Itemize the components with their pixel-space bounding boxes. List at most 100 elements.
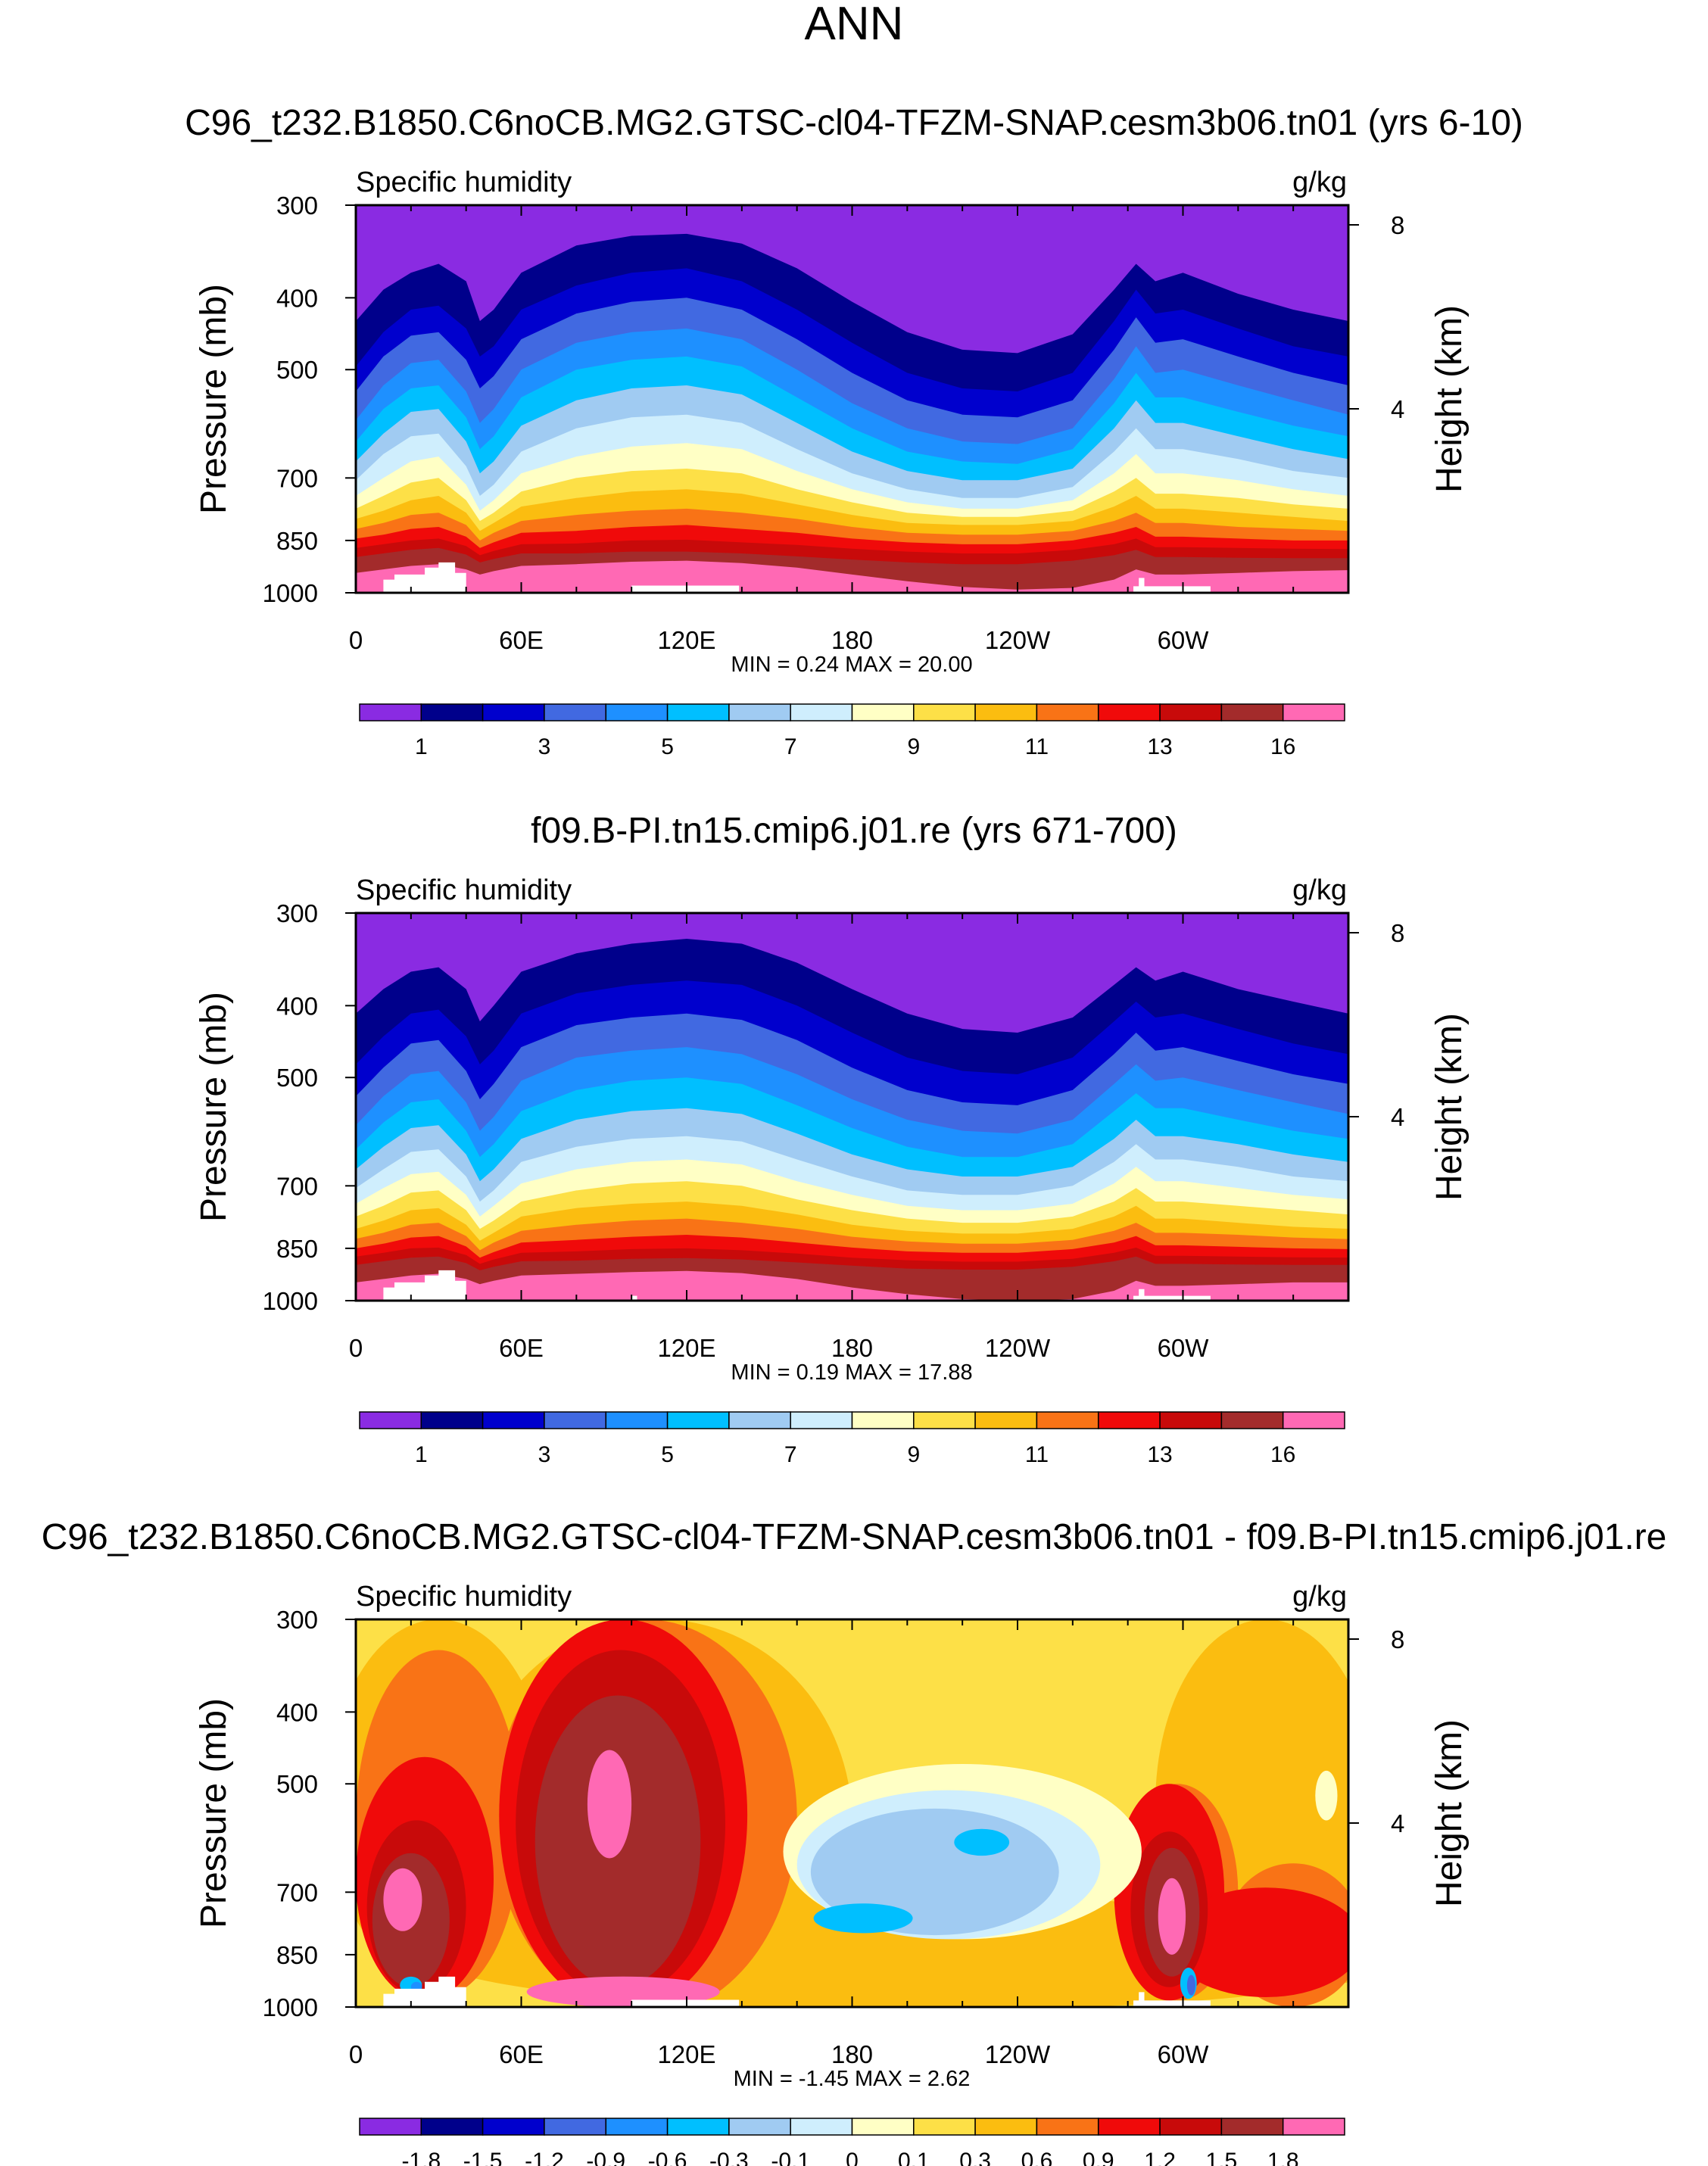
colorbar-label: 0 — [846, 2149, 859, 2166]
colorbar: 1 3 5 7 9 11 13 16 — [359, 1411, 1345, 1467]
x-tick-label: 60W — [1158, 1334, 1210, 1362]
height-tick-label: 4 — [1391, 395, 1404, 423]
colorbar-label: 3 — [538, 1442, 551, 1467]
panel-title: C96_t232.B1850.C6noCB.MG2.GTSC-cl04-TFZM… — [185, 103, 1523, 143]
height-tick-label: 8 — [1391, 211, 1404, 239]
colorbar-swatch — [1036, 1411, 1099, 1429]
colorbar-label: 13 — [1147, 734, 1172, 759]
colorbar-swatch — [974, 703, 1038, 721]
y-tick-label: 400 — [276, 284, 318, 312]
colorbar-label: 1 — [415, 1442, 428, 1467]
y-tick-label: 850 — [276, 1235, 318, 1263]
colorbar-swatch — [1220, 703, 1284, 721]
colorbar-label: 9 — [907, 734, 920, 759]
colorbar-label: 0.1 — [898, 2149, 930, 2166]
variable-label: Specific humidity — [356, 874, 572, 906]
colorbar-swatch — [1098, 2118, 1161, 2136]
colorbar-label: 11 — [1025, 734, 1049, 759]
contour-blob — [383, 1868, 422, 1931]
colorbar-swatch — [1220, 1411, 1284, 1429]
colorbar-label: 5 — [661, 734, 674, 759]
colorbar-swatch — [1098, 1411, 1161, 1429]
contour-blob — [954, 1828, 1010, 1856]
y-tick-label: 1000 — [263, 1993, 318, 2021]
units-label: g/kg — [1292, 874, 1347, 906]
colorbar-swatch — [728, 1411, 791, 1429]
min-max-label: MIN = 0.24 MAX = 20.00 — [731, 653, 972, 677]
y-tick-label: 700 — [276, 464, 318, 492]
colorbar-swatch — [913, 2118, 976, 2136]
x-tick-label: 0 — [349, 1334, 363, 1362]
height-tick-label: 4 — [1391, 1103, 1404, 1131]
colorbar-swatch — [482, 2118, 545, 2136]
contour-blob — [1158, 1878, 1186, 1955]
colorbar-swatch — [913, 703, 976, 721]
colorbar-label: 1.5 — [1206, 2149, 1238, 2166]
colorbar-swatch — [666, 2118, 730, 2136]
x-tick-label: 180 — [831, 1334, 873, 1362]
colorbar-label: 11 — [1025, 1442, 1049, 1467]
pressure-axis-label: Pressure (mb) — [194, 284, 234, 514]
contour-blob — [1169, 1887, 1348, 1997]
x-tick-label: 60W — [1158, 626, 1210, 654]
panel-3: C96_t232.B1850.C6noCB.MG2.GTSC-cl04-TFZM… — [42, 1517, 1667, 2166]
pressure-axis-label: Pressure (mb) — [194, 992, 234, 1222]
y-tick-label: 500 — [276, 356, 318, 384]
colorbar-swatch — [851, 703, 915, 721]
contour-blob — [526, 1976, 720, 2007]
colorbar-swatch — [605, 703, 669, 721]
x-tick-label: 60E — [499, 1334, 544, 1362]
colorbar-swatch — [1036, 2118, 1099, 2136]
x-tick-label: 0 — [349, 626, 363, 654]
x-tick-label: 60W — [1158, 2040, 1210, 2068]
colorbar-swatch — [851, 1411, 915, 1429]
colorbar-label: -0.3 — [709, 2149, 749, 2166]
x-tick-label: 120W — [985, 2040, 1051, 2068]
colorbar-swatch — [913, 1411, 976, 1429]
contour-blob — [1315, 1770, 1338, 1821]
missing-data-region — [1133, 1992, 1211, 2007]
colorbar-swatch — [1282, 703, 1345, 721]
missing-data-region — [631, 1999, 740, 2007]
contour-field — [356, 1619, 1348, 2007]
panel-title: C96_t232.B1850.C6noCB.MG2.GTSC-cl04-TFZM… — [42, 1517, 1667, 1557]
height-tick-label: 4 — [1391, 1809, 1404, 1837]
contour-band — [356, 560, 1348, 593]
colorbar-label: 1.2 — [1144, 2149, 1176, 2166]
colorbar-swatch — [605, 1411, 669, 1429]
colorbar-label: 0.3 — [959, 2149, 991, 2166]
panel-2: f09.B-PI.tn15.cmip6.j01.re (yrs 671-700)… — [194, 811, 1470, 1467]
colorbar-swatch — [1159, 2118, 1223, 2136]
missing-data-region — [631, 1295, 637, 1301]
colorbar-swatch — [1159, 1411, 1223, 1429]
missing-data-region — [383, 1976, 466, 2007]
x-tick-label: 60E — [499, 2040, 544, 2068]
height-tick-label: 8 — [1391, 919, 1404, 947]
min-max-label: MIN = 0.19 MAX = 17.88 — [731, 1360, 972, 1385]
figure-title: ANN — [805, 0, 904, 50]
x-tick-label: 180 — [831, 2040, 873, 2068]
colorbar-swatch — [359, 703, 422, 721]
pressure-axis-label: Pressure (mb) — [194, 1698, 234, 1928]
height-axis-label: Height (km) — [1429, 1719, 1470, 1907]
colorbar-label: 16 — [1270, 734, 1295, 759]
colorbar-swatch — [1159, 703, 1223, 721]
contour-blob — [1186, 1974, 1195, 1996]
colorbar-swatch — [851, 2118, 915, 2136]
colorbar-swatch — [974, 1411, 1038, 1429]
colorbar-label: 13 — [1147, 1442, 1172, 1467]
colorbar-swatch — [420, 2118, 484, 2136]
panel-title: f09.B-PI.tn15.cmip6.j01.re (yrs 671-700) — [531, 811, 1177, 851]
colorbar-swatch — [1220, 2118, 1284, 2136]
colorbar-swatch — [1282, 1411, 1345, 1429]
colorbar-swatch — [790, 703, 853, 721]
colorbar: 1 3 5 7 9 11 13 16 — [359, 703, 1345, 759]
units-label: g/kg — [1292, 1581, 1347, 1613]
colorbar-swatch — [1282, 2118, 1345, 2136]
x-tick-label: 120W — [985, 1334, 1051, 1362]
y-tick-label: 700 — [276, 1878, 318, 1906]
colorbar-swatch — [482, 703, 545, 721]
colorbar-label: 5 — [661, 1442, 674, 1467]
contour-field — [356, 205, 1348, 593]
